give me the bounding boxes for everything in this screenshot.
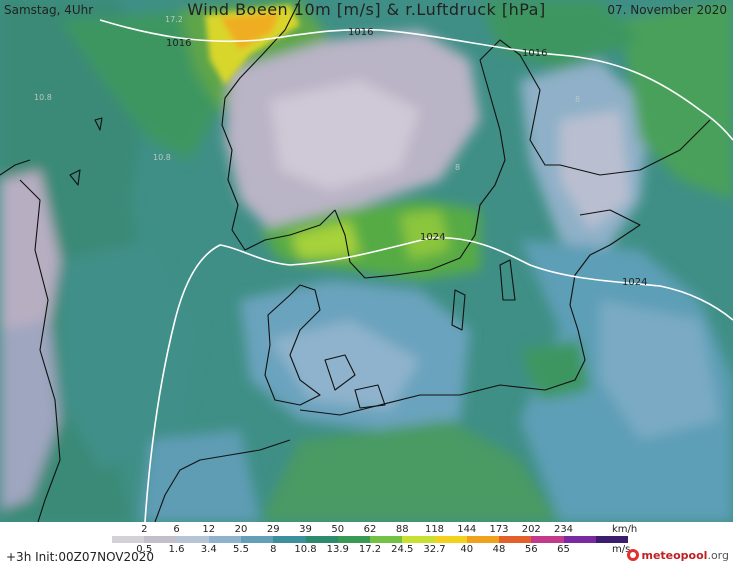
legend-color-bar xyxy=(112,536,628,543)
legend-swatch xyxy=(144,536,177,543)
legend-ms-tick: 24.5 xyxy=(391,544,414,555)
contour-label: 17.2 xyxy=(165,15,183,24)
contour-label: 8 xyxy=(575,95,580,104)
legend-kmh-tick: 12 xyxy=(202,524,216,535)
contour-label: 10.8 xyxy=(153,153,171,162)
isobar-label: 1016 xyxy=(166,38,191,49)
legend-swatch xyxy=(466,536,499,543)
isobar-labels: 1016 1016 1016 1024 1024 xyxy=(166,27,647,288)
legend-kmh-tick: 62 xyxy=(363,524,377,535)
isobars xyxy=(99,19,733,522)
legend-swatch xyxy=(402,536,435,543)
isobar-label: 1016 xyxy=(522,48,547,59)
logo-tld: .org xyxy=(707,548,729,562)
legend-swatch xyxy=(176,536,209,543)
legend-kmh-tick: 29 xyxy=(266,524,280,535)
wind-field xyxy=(0,0,733,522)
legend-kmh-tick: 173 xyxy=(489,524,509,535)
legend-ms-tick: 32.7 xyxy=(423,544,446,555)
isobar-1024 xyxy=(144,236,733,522)
map-title: Wind Boeen 10m [m/s] & r.Luftdruck [hPa] xyxy=(187,0,546,19)
legend-kmh-tick: 6 xyxy=(173,524,180,535)
legend-kmh-tick: 144 xyxy=(457,524,477,535)
legend-kmh-tick: 118 xyxy=(424,524,445,535)
legend-kmh-tick: 20 xyxy=(234,524,248,535)
legend-swatch xyxy=(241,536,274,543)
legend-ms-tick: 65 xyxy=(557,544,570,555)
legend-kmh-tick: 202 xyxy=(521,524,541,535)
contour-label: 8 xyxy=(455,163,460,172)
legend-swatch xyxy=(112,536,145,543)
legend-unit-ms: m/s xyxy=(612,544,631,555)
legend-ms-tick: 1.6 xyxy=(168,544,185,555)
legend-swatch xyxy=(208,536,241,543)
legend-ms-tick: 3.4 xyxy=(200,544,217,555)
legend-swatch xyxy=(273,536,306,543)
legend-kmh-tick: 88 xyxy=(395,524,409,535)
legend-ms-tick: 40 xyxy=(460,544,474,555)
legend-swatch xyxy=(337,536,370,543)
logo-icon xyxy=(627,549,640,561)
isobar-label: 1024 xyxy=(622,277,647,288)
legend-swatch xyxy=(595,536,628,543)
legend-swatch xyxy=(434,536,467,543)
legend-ms-tick: 48 xyxy=(492,544,506,555)
legend-ms-tick: 10.8 xyxy=(294,544,317,555)
wind-gust-map: 1016 1016 1016 1024 1024 17.2 10.8 10.8 … xyxy=(0,0,733,522)
meteopool-logo[interactable]: meteopool .org xyxy=(627,547,729,563)
contour-value-labels: 17.2 10.8 10.8 8 8 xyxy=(34,15,580,172)
legend-unit-kmh: km/h xyxy=(612,524,638,535)
legend-kmh-tick: 234 xyxy=(553,524,574,535)
legend-swatch xyxy=(499,536,532,543)
legend-ms-tick: 0.5 xyxy=(136,544,153,555)
legend-kmh-tick: 50 xyxy=(331,524,345,535)
logo-name: meteopool xyxy=(641,548,708,562)
isobar-label: 1016 xyxy=(348,27,373,38)
color-legend: 2 6 12 20 29 39 50 62 88 118 144 173 202 234 0.5 1.6 3.… xyxy=(0,522,733,566)
isobar-1016-north xyxy=(99,19,733,141)
forecast-time-label: Samstag, 4Uhr xyxy=(4,3,94,17)
legend-kmh-tick: 2 xyxy=(141,524,148,535)
legend-swatch xyxy=(563,536,596,543)
legend-kmh-tick: 39 xyxy=(299,524,312,535)
isobar-label: 1024 xyxy=(420,232,445,243)
legend-ms-tick: 5.5 xyxy=(233,544,249,555)
legend-swatch xyxy=(531,536,564,543)
contour-label: 10.8 xyxy=(34,93,52,102)
legend-ms-tick: 13.9 xyxy=(326,544,349,555)
legend-swatch xyxy=(370,536,403,543)
coastlines xyxy=(0,0,711,522)
legend-swatch xyxy=(305,536,338,543)
model-init-label: +3h Init:00Z07NOV2020 xyxy=(6,550,155,564)
legend-ms-tick: 8 xyxy=(270,544,277,555)
legend-ms-tick: 56 xyxy=(524,544,538,555)
legend-ms-tick: 17.2 xyxy=(358,544,382,555)
forecast-date: 07. November 2020 xyxy=(607,3,727,17)
